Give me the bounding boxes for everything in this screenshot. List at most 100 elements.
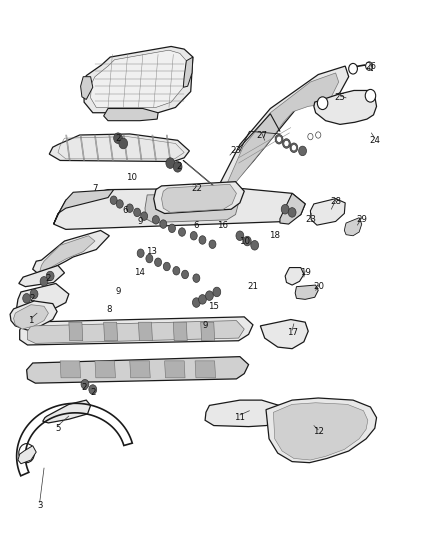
Ellipse shape (193, 274, 200, 282)
Ellipse shape (119, 138, 127, 149)
Polygon shape (154, 182, 244, 214)
Ellipse shape (281, 205, 289, 214)
Polygon shape (314, 91, 377, 124)
Ellipse shape (169, 224, 176, 232)
Ellipse shape (116, 200, 123, 208)
Polygon shape (40, 236, 95, 272)
Polygon shape (165, 361, 185, 378)
Ellipse shape (146, 254, 153, 263)
Polygon shape (43, 400, 91, 423)
Polygon shape (33, 230, 110, 273)
Polygon shape (205, 400, 284, 426)
Ellipse shape (199, 236, 206, 244)
Text: 3: 3 (37, 500, 42, 510)
Polygon shape (173, 322, 187, 341)
Polygon shape (104, 322, 117, 341)
Text: 5: 5 (55, 424, 61, 433)
Text: 23: 23 (230, 147, 241, 156)
Polygon shape (162, 184, 237, 213)
Text: 27: 27 (256, 131, 267, 140)
Ellipse shape (81, 379, 89, 389)
Ellipse shape (198, 295, 206, 304)
Ellipse shape (251, 240, 258, 250)
Ellipse shape (40, 277, 48, 286)
Ellipse shape (114, 133, 122, 143)
Polygon shape (104, 109, 158, 120)
Ellipse shape (290, 143, 298, 152)
Text: 10: 10 (239, 237, 250, 246)
Text: 17: 17 (286, 328, 297, 337)
Text: 25: 25 (335, 93, 346, 102)
Polygon shape (49, 134, 189, 161)
Text: 28: 28 (330, 197, 341, 206)
Text: 22: 22 (191, 183, 202, 192)
Text: 29: 29 (357, 215, 367, 224)
Text: 23: 23 (305, 215, 316, 224)
Ellipse shape (160, 220, 167, 228)
Text: 10: 10 (126, 173, 137, 182)
Text: 2: 2 (90, 388, 95, 397)
Text: 12: 12 (313, 427, 324, 437)
Text: 2: 2 (115, 134, 121, 143)
Ellipse shape (275, 134, 283, 144)
Ellipse shape (110, 196, 117, 205)
Ellipse shape (163, 262, 170, 271)
Polygon shape (53, 188, 305, 229)
Ellipse shape (244, 236, 251, 246)
Polygon shape (130, 361, 150, 378)
Text: 18: 18 (269, 231, 280, 240)
Polygon shape (95, 361, 116, 378)
Polygon shape (224, 73, 339, 192)
Polygon shape (280, 193, 305, 224)
Ellipse shape (173, 266, 180, 275)
Polygon shape (184, 57, 193, 87)
Text: 2: 2 (29, 294, 35, 303)
Ellipse shape (316, 132, 321, 138)
Ellipse shape (179, 228, 185, 236)
Polygon shape (145, 193, 239, 222)
Text: 20: 20 (314, 282, 325, 291)
Text: 2: 2 (81, 383, 87, 392)
Polygon shape (20, 317, 253, 345)
Ellipse shape (291, 144, 297, 151)
Polygon shape (218, 66, 349, 193)
Ellipse shape (126, 204, 133, 213)
Polygon shape (17, 284, 69, 312)
Ellipse shape (192, 298, 200, 308)
Text: 2: 2 (176, 163, 182, 171)
Polygon shape (201, 322, 215, 341)
Polygon shape (53, 190, 114, 224)
Ellipse shape (30, 289, 38, 299)
Ellipse shape (23, 294, 31, 303)
Text: 1: 1 (28, 316, 34, 325)
Polygon shape (27, 357, 249, 383)
Text: 7: 7 (92, 183, 98, 192)
Ellipse shape (173, 161, 182, 172)
Ellipse shape (134, 208, 141, 216)
Polygon shape (266, 398, 377, 463)
Ellipse shape (283, 139, 290, 148)
Polygon shape (18, 446, 36, 464)
Ellipse shape (366, 62, 373, 70)
Text: 9: 9 (115, 287, 121, 296)
Ellipse shape (137, 249, 144, 257)
Ellipse shape (276, 136, 282, 142)
Text: 9: 9 (138, 217, 143, 226)
Polygon shape (195, 361, 215, 378)
Ellipse shape (284, 140, 289, 147)
Text: 8: 8 (106, 305, 112, 314)
Ellipse shape (190, 231, 197, 240)
Polygon shape (19, 265, 64, 287)
Ellipse shape (349, 63, 357, 74)
Text: 14: 14 (134, 268, 145, 277)
Polygon shape (138, 322, 152, 341)
Polygon shape (28, 320, 244, 343)
Text: 9: 9 (202, 321, 208, 330)
Ellipse shape (155, 258, 162, 266)
Ellipse shape (365, 90, 376, 102)
Polygon shape (14, 305, 48, 329)
Ellipse shape (236, 231, 244, 240)
Text: 24: 24 (369, 136, 380, 145)
Ellipse shape (205, 291, 213, 301)
Ellipse shape (182, 270, 188, 279)
